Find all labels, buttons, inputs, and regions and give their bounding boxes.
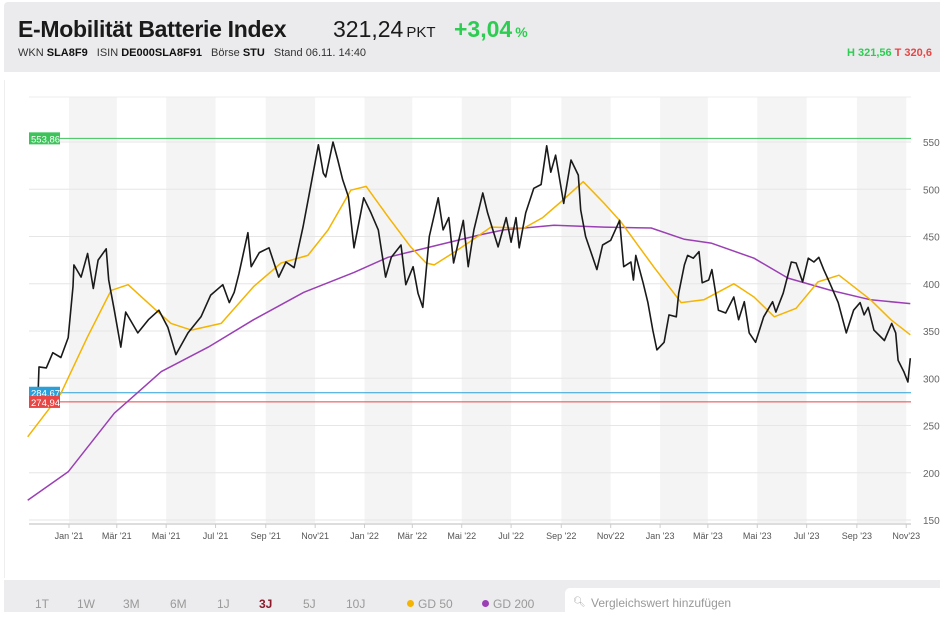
gd200-dot-icon <box>482 600 489 607</box>
x-tick-label: Jul '21 <box>203 531 229 541</box>
wkn-label: WKN <box>18 47 44 59</box>
reference-label-bg <box>29 386 60 399</box>
search-icon: 🔍︎ <box>573 597 586 608</box>
gd50-line <box>27 180 911 438</box>
month-band <box>757 97 807 525</box>
month-band <box>265 97 316 525</box>
reference-label-bg <box>29 132 60 145</box>
reference-label: 553,86 <box>31 134 60 145</box>
reference-label: 274,94 <box>31 398 60 409</box>
x-tick-label: Nov'21 <box>301 531 329 541</box>
reference-label-bg <box>29 395 60 408</box>
month-band <box>561 97 611 525</box>
gd50-label: GD 50 <box>418 597 453 611</box>
x-tick-label: Mär '22 <box>397 531 427 541</box>
gd200-label: GD 200 <box>493 597 535 611</box>
day-high: H 321,56 <box>847 47 892 59</box>
price-change: +3,04% <box>454 16 528 43</box>
x-tick-label: Sep '21 <box>251 531 281 541</box>
boerse-value: STU <box>242 47 265 59</box>
change-unit: % <box>515 24 528 40</box>
isin-label: ISIN <box>96 47 119 59</box>
month-band <box>166 97 216 525</box>
reference-label: 284,67 <box>31 389 60 400</box>
change-value: +3,04 <box>454 16 513 42</box>
y-tick-label: 550 <box>923 138 940 149</box>
x-tick-label: Mai '21 <box>152 531 181 541</box>
day-low: T 320,6 <box>894 47 932 59</box>
boerse-label: Börse <box>211 47 240 59</box>
y-tick-label: 250 <box>923 422 940 433</box>
price-unit: PKT <box>406 24 436 41</box>
y-tick-label: 500 <box>923 185 940 196</box>
stand-value: 06.11. 14:40 <box>305 47 367 59</box>
current-price: 321,24 PKT <box>333 16 436 43</box>
x-tick-label: Mai '23 <box>743 531 772 541</box>
high-low: H 321,56 T 320,6 <box>847 47 932 59</box>
y-tick-label: 350 <box>923 327 940 338</box>
x-tick-label: Nov'22 <box>597 531 625 541</box>
price-line <box>37 141 912 390</box>
compare-search-input[interactable] <box>589 595 893 611</box>
x-tick-label: Mai '22 <box>447 531 476 541</box>
x-tick-label: Mär '21 <box>102 531 132 541</box>
stand-label: Stand <box>273 47 303 59</box>
price-chart[interactable]: 150 200 250 300 350 400 450 500 550 Jan '21 Mär '2… <box>5 80 940 578</box>
toggle-gd200[interactable]: GD 200 <box>482 597 534 611</box>
compare-search[interactable]: 🔍︎ <box>565 588 940 618</box>
chart-area[interactable]: 150 200 250 300 350 400 450 500 550 Jan '21 Mär '2… <box>4 80 940 578</box>
x-tick-label: Jul '22 <box>498 531 524 541</box>
x-tick-label: Mär '23 <box>693 531 723 541</box>
quote-header: E-Mobilität Batterie Index 321,24 PKT +3,… <box>4 2 940 72</box>
x-tick-label: Jul '23 <box>794 531 820 541</box>
y-tick-label: 400 <box>923 280 940 291</box>
range-10j[interactable]: 10J <box>346 597 366 611</box>
wkn-value: SLA8F9 <box>46 47 88 59</box>
x-tick-label: Sep '23 <box>842 531 872 541</box>
y-tick-label: 450 <box>923 233 940 244</box>
month-band <box>660 97 708 525</box>
range-1t[interactable]: 1T <box>35 597 50 611</box>
month-band <box>364 97 413 525</box>
range-3j[interactable]: 3J <box>259 597 273 611</box>
x-tick-label: Jan '22 <box>350 531 379 541</box>
x-tick-label: Sep '22 <box>546 531 576 541</box>
toggle-gd50[interactable]: GD 50 <box>407 597 453 611</box>
price-value: 321,24 <box>333 16 404 42</box>
range-6m[interactable]: 6M <box>170 597 187 611</box>
month-band <box>461 97 512 525</box>
page-title: E-Mobilität Batterie Index <box>18 16 287 42</box>
y-tick-label: 200 <box>923 469 940 480</box>
x-tick-label: Nov'23 <box>892 531 920 541</box>
gd50-dot-icon <box>407 600 414 607</box>
x-tick-label: Jan '21 <box>55 531 84 541</box>
y-tick-label: 300 <box>923 374 940 385</box>
instrument-meta: WKN SLA8F9 ISIN DE000SLA8F91 Börse STU S… <box>18 47 366 59</box>
y-tick-label: 150 <box>923 516 940 527</box>
month-band <box>69 97 117 525</box>
range-5j[interactable]: 5J <box>303 597 316 611</box>
gd200-line <box>27 224 911 501</box>
range-1j[interactable]: 1J <box>217 597 230 611</box>
range-3m[interactable]: 3M <box>123 597 140 611</box>
x-tick-label: Jan '23 <box>646 531 675 541</box>
isin-value: DE000SLA8F91 <box>121 47 202 59</box>
range-1w[interactable]: 1W <box>77 597 95 611</box>
